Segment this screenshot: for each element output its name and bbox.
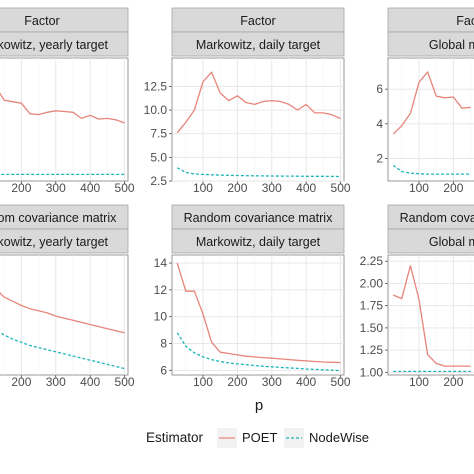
- facet-strip-top-label: Random covariance matrix: [0, 211, 117, 225]
- facet-strip-bottom: [171, 31, 345, 57]
- facet-strip-top: [387, 204, 474, 230]
- y-tick-label: 10.0: [144, 103, 168, 117]
- y-tick-label: 2.25: [360, 254, 384, 268]
- x-tick-label: 400: [80, 375, 100, 389]
- legend-title: Estimator: [146, 430, 204, 445]
- x-tick-label: 300: [262, 375, 282, 389]
- y-tick-label: 8: [160, 336, 167, 350]
- facet-strip-top: [171, 204, 345, 230]
- facet-strip-bottom: [387, 228, 474, 254]
- x-tick-label: 200: [227, 375, 247, 389]
- x-tick-label: 300: [46, 181, 66, 195]
- series-line-poet: [176, 262, 341, 364]
- panel-background: [0, 57, 129, 182]
- facet-strip-top: [0, 204, 129, 230]
- facet-panel-0: Factor Markowitz, yearly target 200 300 400 5…: [0, 7, 135, 195]
- panel-background: [171, 57, 345, 182]
- series-line-nodewise: [392, 164, 471, 175]
- legend-label-poet: POET: [242, 430, 277, 445]
- facet-panel-1: Factor Markowitz, daily target 100 200 300 40…: [144, 7, 351, 195]
- y-tick-label: 10: [154, 310, 168, 324]
- x-tick-label: 100: [193, 181, 213, 195]
- x-tick-label: 500: [115, 181, 135, 195]
- x-tick-label: 200: [11, 375, 31, 389]
- x-tick-label: 500: [331, 181, 351, 195]
- y-tick-label: 1.00: [360, 365, 384, 379]
- facet-strip-top: [0, 7, 129, 33]
- y-tick-label: 7.5: [150, 127, 167, 141]
- x-tick-label: 100: [409, 181, 429, 195]
- y-tick-label: 14: [154, 256, 168, 270]
- panel-background: [0, 254, 129, 376]
- y-tick-label: 5.0: [150, 150, 167, 164]
- x-tick-label: 500: [115, 375, 135, 389]
- facet-panel-4: Random covariance matrix Markowitz, daily…: [154, 204, 351, 389]
- series-line-poet: [176, 71, 341, 134]
- facet-strip-top-label: Factor: [456, 14, 474, 28]
- facet-strip-bottom: [0, 31, 129, 57]
- facet-strip-top: [387, 7, 474, 33]
- legend-label-nodewise: NodeWise: [309, 430, 369, 445]
- y-tick-label: 1.75: [360, 299, 384, 313]
- x-tick-label: 100: [409, 375, 429, 389]
- facet-strip-top-label: Factor: [240, 14, 275, 28]
- y-tick-label: 4: [376, 117, 383, 131]
- facet-panel-5: Random covariance matrix Global minimum 10…: [360, 204, 474, 389]
- series-line-nodewise: [176, 332, 341, 372]
- series-line-nodewise: [0, 331, 125, 370]
- y-tick-label: 2.00: [360, 276, 384, 290]
- series-line-nodewise: [176, 167, 341, 178]
- x-tick-label: 300: [262, 181, 282, 195]
- y-tick-label: 12.5: [144, 79, 168, 93]
- facet-strip-bottom-label: Global minimum: [429, 235, 474, 249]
- x-axis-title: p: [255, 397, 263, 414]
- panel-background: [387, 57, 474, 182]
- y-tick-label: 2.5: [150, 174, 167, 188]
- y-tick-label: 6: [376, 82, 383, 96]
- facet-strip-bottom: [387, 31, 474, 57]
- y-tick-label: 2: [376, 151, 383, 165]
- facet-strip-bottom-label: Markowitz, yearly target: [0, 38, 109, 52]
- series-line-poet: [392, 265, 471, 367]
- panel-background: [387, 254, 474, 376]
- facet-panel-2: Factor Global minimum 100 200 2 4 6: [376, 7, 474, 195]
- x-tick-label: 100: [193, 375, 213, 389]
- panel-background: [171, 254, 345, 376]
- facet-strip-top-label: Factor: [24, 14, 59, 28]
- y-tick-label: 6: [160, 363, 167, 377]
- x-tick-label: 400: [80, 181, 100, 195]
- facet-strip-bottom-label: Global minimum: [429, 38, 474, 52]
- x-tick-label: 500: [331, 375, 351, 389]
- series-line-poet: [0, 92, 125, 124]
- x-tick-label: 200: [227, 181, 247, 195]
- chart-panels: Factor Markowitz, yearly target 200 300 400 5…: [0, 7, 474, 389]
- x-tick-label: 400: [296, 375, 316, 389]
- x-tick-label: 400: [296, 181, 316, 195]
- facet-strip-top-label: Random covariance matrix: [184, 211, 333, 225]
- facet-strip-bottom: [171, 228, 345, 254]
- x-tick-label: 200: [11, 181, 31, 195]
- x-tick-label: 300: [46, 375, 66, 389]
- facet-panel-3: Random covariance matrix Markowitz, yearl…: [0, 204, 135, 389]
- series-line-poet: [392, 71, 471, 135]
- facet-strip-bottom-label: Markowitz, daily target: [196, 38, 321, 52]
- facet-strip-bottom-label: Markowitz, daily target: [196, 235, 321, 249]
- x-tick-label: 200: [443, 375, 463, 389]
- x-tick-label: 200: [443, 181, 463, 195]
- y-tick-label: 1.50: [360, 321, 384, 335]
- y-tick-label: 1.25: [360, 343, 384, 357]
- y-tick-label: 12: [154, 283, 168, 297]
- facet-strip-top-label: Random covariance matrix: [400, 211, 474, 225]
- facet-strip-bottom-label: Markowitz, yearly target: [0, 235, 109, 249]
- series-line-poet: [0, 292, 125, 334]
- legend: Estimator POET NodeWise: [146, 428, 369, 448]
- facet-strip-bottom: [0, 228, 129, 254]
